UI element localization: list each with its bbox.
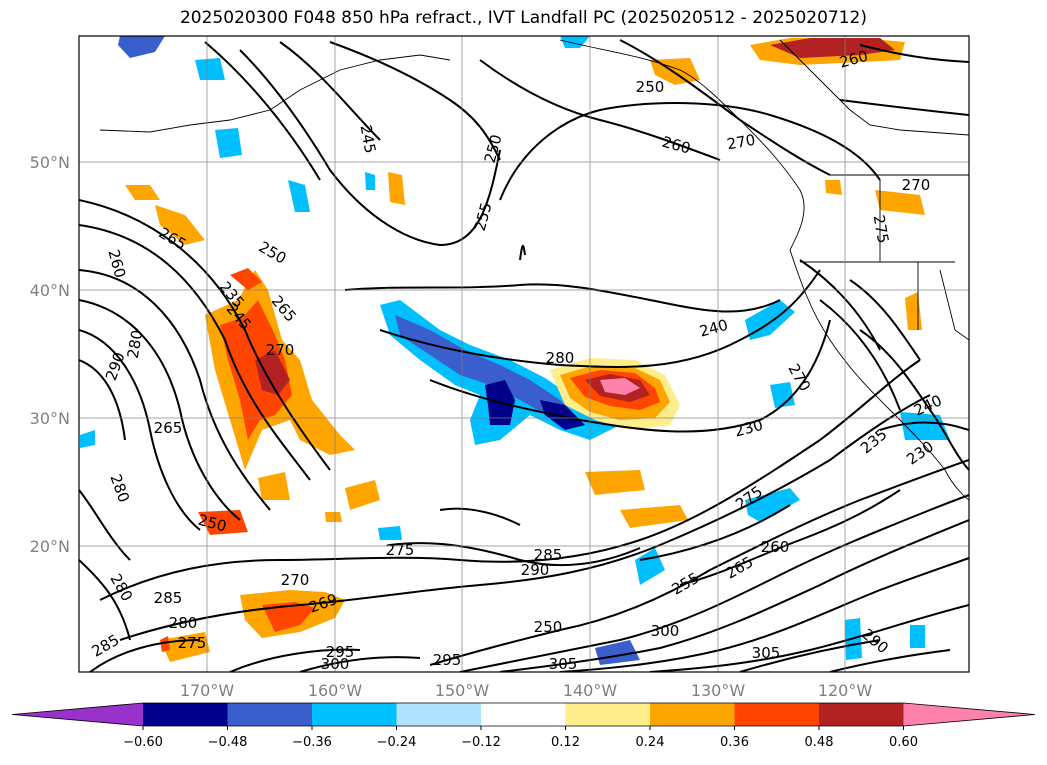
lat-label-30n: 30°N [30,409,70,428]
colorbar-segment [312,703,397,726]
contour-label: 250 [636,78,665,96]
shaded-anomalies [80,36,950,665]
contour-label: 280 [124,328,147,359]
colorbar-tick-label: 0.48 [805,735,834,750]
lon-label-170w: 170°W [180,681,235,700]
map-frame [78,35,970,673]
contour-label: 280 [169,614,198,632]
contour-label: 275 [386,541,415,559]
contour-label: 295 [326,643,355,661]
contour-label: 270 [281,571,310,589]
lon-label-150w: 150°W [435,681,490,700]
contour-label: 305 [752,644,781,662]
contour-lines [79,39,969,672]
colorbar-extend-max [903,703,1035,726]
contour-label: 250 [534,618,563,636]
lon-label-140w: 140°W [563,681,618,700]
lon-label-130w: 130°W [691,681,746,700]
colorbar: −0.60 −0.48 −0.36 −0.24 −0.12 0.12 0.24 0.36 0.4… [11,702,1036,750]
contour-label: 275 [870,213,893,244]
contour-label: 270 [902,176,931,194]
colorbar-segment [565,703,651,726]
colorbar-tick-label: 0.12 [551,735,580,750]
colorbar-tick-label: 0.24 [636,735,665,750]
contour-label: 300 [651,622,680,640]
contour-label: 245 [357,123,380,154]
contour-label: 280 [546,349,575,367]
colorbar-tick-label: −0.36 [292,735,332,750]
lon-label-120w: 120°W [818,681,873,700]
contour-label: 285 [534,546,563,564]
colorbar-segment [396,703,482,726]
contour-label: 270 [725,131,756,154]
contour-label: 260 [761,538,790,556]
contour-label: 275 [178,634,207,652]
colorbar-tick-label: 0.60 [889,735,918,750]
contour-label: 270 [266,341,295,359]
positive-anomaly-west-max [255,350,290,395]
contour-label: 290 [521,561,550,579]
contour-label: 295 [433,651,462,669]
contour-label: 305 [549,655,578,673]
contour-label: 285 [154,589,183,607]
colorbar-segment [650,703,735,726]
colorbar-tick-label: 0.36 [720,735,749,750]
colorbar-segment [227,703,313,726]
colorbar-extend-min [12,703,143,726]
positive-anomaly-west-core [220,300,292,440]
colorbar-segment [481,703,566,726]
colorbar-segment [819,703,904,726]
lon-label-160w: 160°W [308,681,363,700]
lat-label-50n: 50°N [30,153,70,172]
colorbar-segment [143,703,228,726]
contour-label: 265 [154,419,183,437]
colorbar-tick-label: −0.12 [461,735,501,750]
lat-label-20n: 20°N [30,537,70,556]
lat-lon-grid [79,36,969,672]
coastlines [99,39,969,501]
colorbar-tick-label: −0.60 [123,735,163,750]
map-title: 2025020300 F048 850 hPa refract., IVT La… [179,8,867,28]
contour-label: 300 [321,655,350,673]
colorbar-tick-label: −0.48 [208,735,248,750]
colorbar-tick-label: −0.24 [377,735,417,750]
colorbar-segment [734,703,820,726]
lat-label-40n: 40°N [30,281,70,300]
